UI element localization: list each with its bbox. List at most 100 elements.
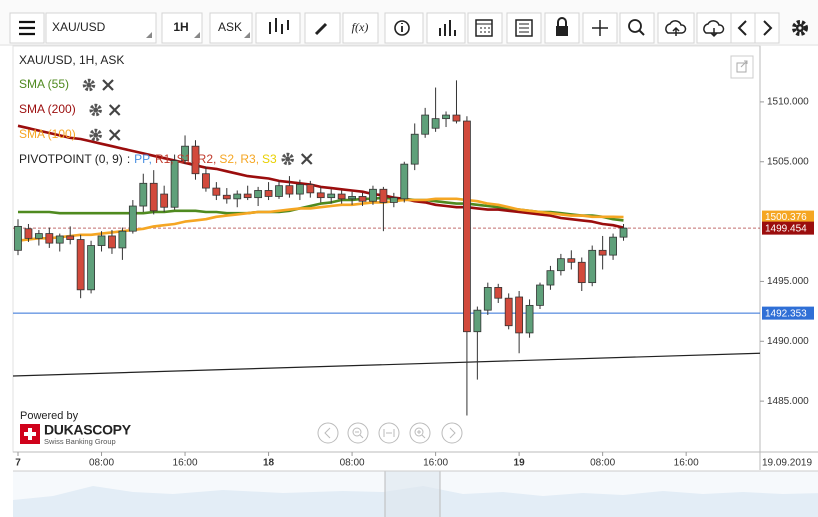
candle-body [379,188,388,203]
candle-body [619,227,628,238]
candle-body [202,173,210,189]
lock-button[interactable] [544,12,580,44]
candle-body [358,196,367,202]
candle-body [410,133,419,165]
nav-fit[interactable] [378,422,400,444]
plot [12,80,761,416]
draw-button[interactable] [304,12,341,44]
legend-pivot: PIVOTPOINT (0, 9) [19,152,123,166]
side-select[interactable]: ASK [209,12,253,44]
candle-body [389,197,398,203]
maximize-button[interactable] [730,55,754,79]
candle-body [76,239,85,291]
date-label: 19.09.2019 [762,458,812,469]
pivot-level: S2, [219,152,237,166]
nav-forward[interactable] [441,422,463,444]
candle-body [170,160,179,208]
candle-body [483,287,492,311]
pivot-level: R2, [198,152,217,166]
indicator-button[interactable]: f(x) [342,12,379,44]
toolbar: XAU/USD 1H ASK f(x) [0,0,818,46]
indicator-remove[interactable] [108,129,121,141]
candle-body [285,185,294,195]
candle-body [421,114,430,135]
candle-body [212,187,221,196]
x-tick-label: 08:00 [590,458,615,469]
indicator-settings[interactable] [281,152,294,166]
indicator-settings[interactable] [82,78,96,92]
candle-body [222,194,231,200]
indicator-remove[interactable] [102,79,114,91]
y-tick-label: 1510.000 [767,97,809,108]
brand-tagline: Swiss Banking Group [44,437,116,446]
news-button[interactable] [506,12,542,44]
candle-body [87,245,95,291]
candle-body [442,114,450,120]
candle-body [546,270,555,286]
gear-hub [86,82,92,88]
gear-hub [285,156,291,162]
candle-body [118,230,127,249]
close-icon [108,104,121,116]
gear-icon [89,128,102,142]
candle-body [515,296,524,334]
candle-body [306,184,315,194]
candle-body [536,284,544,306]
x-tick-label: 19 [514,458,526,469]
gear-icon [89,103,102,117]
brand-cross [24,428,36,440]
gear-icon [82,78,96,92]
next-button[interactable] [754,12,780,44]
price-label-bg [762,221,814,235]
upload-button[interactable] [657,12,695,44]
navigator-window[interactable] [385,471,440,517]
info-button[interactable] [384,12,424,44]
settings-button[interactable] [792,20,808,36]
candle-body [254,190,263,199]
calendar-button[interactable] [467,12,503,44]
candle-body [128,205,137,232]
nav-zoom-in[interactable] [409,422,431,444]
y-tick-label: 1485.000 [767,396,809,407]
candle-body [264,190,273,197]
candle-body [97,235,106,246]
chart-type-button[interactable] [255,12,301,44]
period-select[interactable]: 1H [161,12,203,44]
symbol-select[interactable]: XAU/USD [45,12,157,44]
nav-zoom-out[interactable] [347,422,369,444]
pivot-prefix: : [127,152,130,166]
legend-instrument: XAU/USD, 1H, ASK [19,53,124,67]
candle-body [139,182,148,207]
candle-body [55,235,64,244]
legend-entry: SMA (200) [19,102,76,116]
powered-by: Powered by [20,410,79,422]
candle-body [525,304,534,334]
indicator-settings[interactable] [89,128,102,142]
indicator-remove[interactable] [108,104,121,116]
gear-hub [93,132,99,138]
price-label: 1492.353 [765,308,807,319]
candle-body [452,114,461,122]
x-tick-label: 16:00 [173,458,198,469]
zoom-button[interactable] [619,12,655,44]
pivot-level: R3, [240,152,259,166]
indicator-settings[interactable] [89,103,102,117]
candle-body [473,309,482,333]
candle-body [233,193,242,200]
download-button[interactable] [696,12,732,44]
brand-name: DUKASCOPY [44,422,132,438]
crosshair-button[interactable] [582,12,618,44]
indicator-remove[interactable] [300,153,313,165]
y-tick-label: 1495.000 [767,276,809,287]
candle-body [369,188,377,202]
nav-back[interactable] [317,422,339,444]
candle-body [337,193,346,200]
candle-body [327,193,336,199]
candle-body [463,120,471,333]
candle-body [14,225,22,251]
menu-button[interactable] [9,12,45,44]
volume-button[interactable] [426,12,466,44]
prev-button[interactable] [730,12,756,44]
